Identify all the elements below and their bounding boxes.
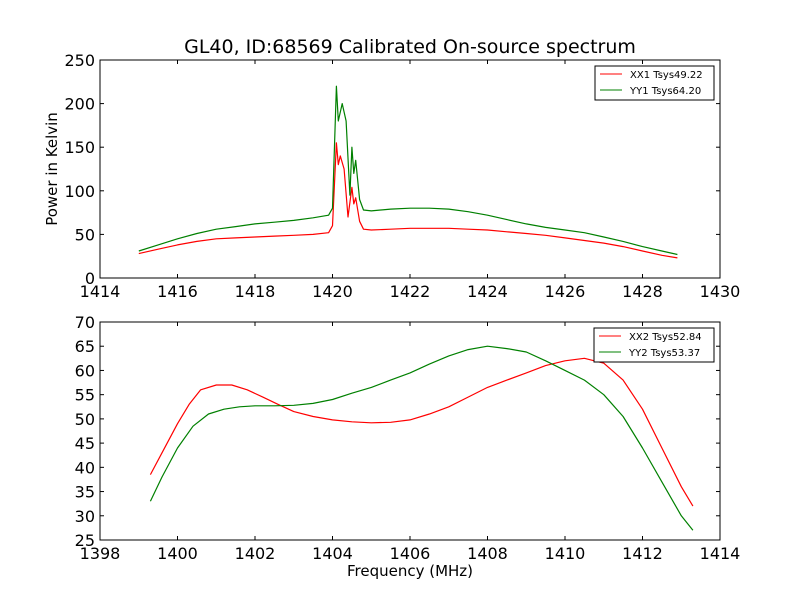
top-series-line-xx: [138, 142, 678, 259]
top-xtick-label: 1422: [390, 282, 431, 301]
top-xtick-label: 1426: [545, 282, 586, 301]
top-ytick-label: 150: [64, 138, 95, 157]
bottom-xtick-label: 1414: [700, 544, 741, 563]
top-ytick-label: 200: [64, 95, 95, 114]
bottom-legend-box: [593, 327, 715, 363]
bottom-ytick-label: 35: [75, 483, 95, 502]
top-ylabel: Power in Kelvin: [43, 112, 61, 226]
legend-label-yy1: YY1 Tsys64.20: [629, 86, 701, 97]
top-ytick-label: 0: [85, 269, 95, 288]
bottom-ytick-label: 45: [75, 434, 95, 453]
top-legend: XX1 Tsys49.22 YY1 Tsys64.20: [594, 65, 715, 101]
top-xtick-label: 1430: [700, 282, 741, 301]
bottom-ytick-label: 55: [75, 386, 95, 405]
top-xtick-label: 1414: [80, 282, 121, 301]
bottom-xtick-label: 1402: [235, 544, 276, 563]
top-xtick-label: 1424: [467, 282, 508, 301]
top-series-line-yy: [138, 85, 678, 256]
bottom-xtick-label: 1398: [80, 544, 121, 563]
bottom-xtick-label: 1406: [390, 544, 431, 563]
top-ytick-label: 50: [75, 225, 95, 244]
bottom-xtick-label: 1410: [545, 544, 586, 563]
top-xtick-label: 1420: [312, 282, 353, 301]
top-ytick-label: 100: [64, 182, 95, 201]
top-xtick-label: 1428: [622, 282, 663, 301]
bottom-ytick-label: 65: [75, 337, 95, 356]
bottom-ytick-label: 70: [75, 313, 95, 332]
bottom-axis-ticks: 1398 1400 1402 1404 1406 1408 1410 1412 1414 25 30…: [75, 313, 741, 563]
legend-label-xx1: XX1 Tsys49.22: [630, 70, 703, 81]
top-ytick-label: 250: [64, 51, 95, 70]
bottom-xtick-label: 1400: [157, 544, 198, 563]
top-plot: 1414 1416 1418 1420 1422 1424 1426 1428 1430 0 50 1…: [43, 51, 740, 301]
bottom-series-line-yy: [149, 345, 694, 531]
top-xtick-label: 1416: [157, 282, 198, 301]
chart-title: GL40, ID:68569 Calibrated On-source spec…: [184, 36, 636, 58]
legend-label-xx2: XX2 Tsys52.84: [629, 332, 702, 343]
bottom-xtick-label: 1404: [312, 544, 353, 563]
bottom-ytick-label: 60: [75, 361, 95, 380]
bottom-xlabel: Frequency (MHz): [347, 562, 473, 580]
legend-label-yy2: YY2 Tsys53.37: [628, 348, 700, 359]
top-series-lines: [138, 85, 678, 259]
bottom-xtick-label: 1408: [467, 544, 508, 563]
bottom-ytick-label: 40: [75, 458, 95, 477]
bottom-ytick-label: 25: [75, 531, 95, 550]
bottom-ytick-label: 30: [75, 507, 95, 526]
top-axis-ticks: 1414 1416 1418 1420 1422 1424 1426 1428 1430 0 50 1…: [64, 51, 740, 301]
bottom-xtick-label: 1412: [622, 544, 663, 563]
bottom-legend: XX2 Tsys52.84 YY2 Tsys53.37: [593, 327, 715, 363]
top-legend-box: [594, 65, 715, 101]
bottom-plot: 1398 1400 1402 1404 1406 1408 1410 1412 1414 25 30…: [75, 313, 741, 580]
bottom-ytick-label: 50: [75, 410, 95, 429]
top-xtick-label: 1418: [235, 282, 276, 301]
